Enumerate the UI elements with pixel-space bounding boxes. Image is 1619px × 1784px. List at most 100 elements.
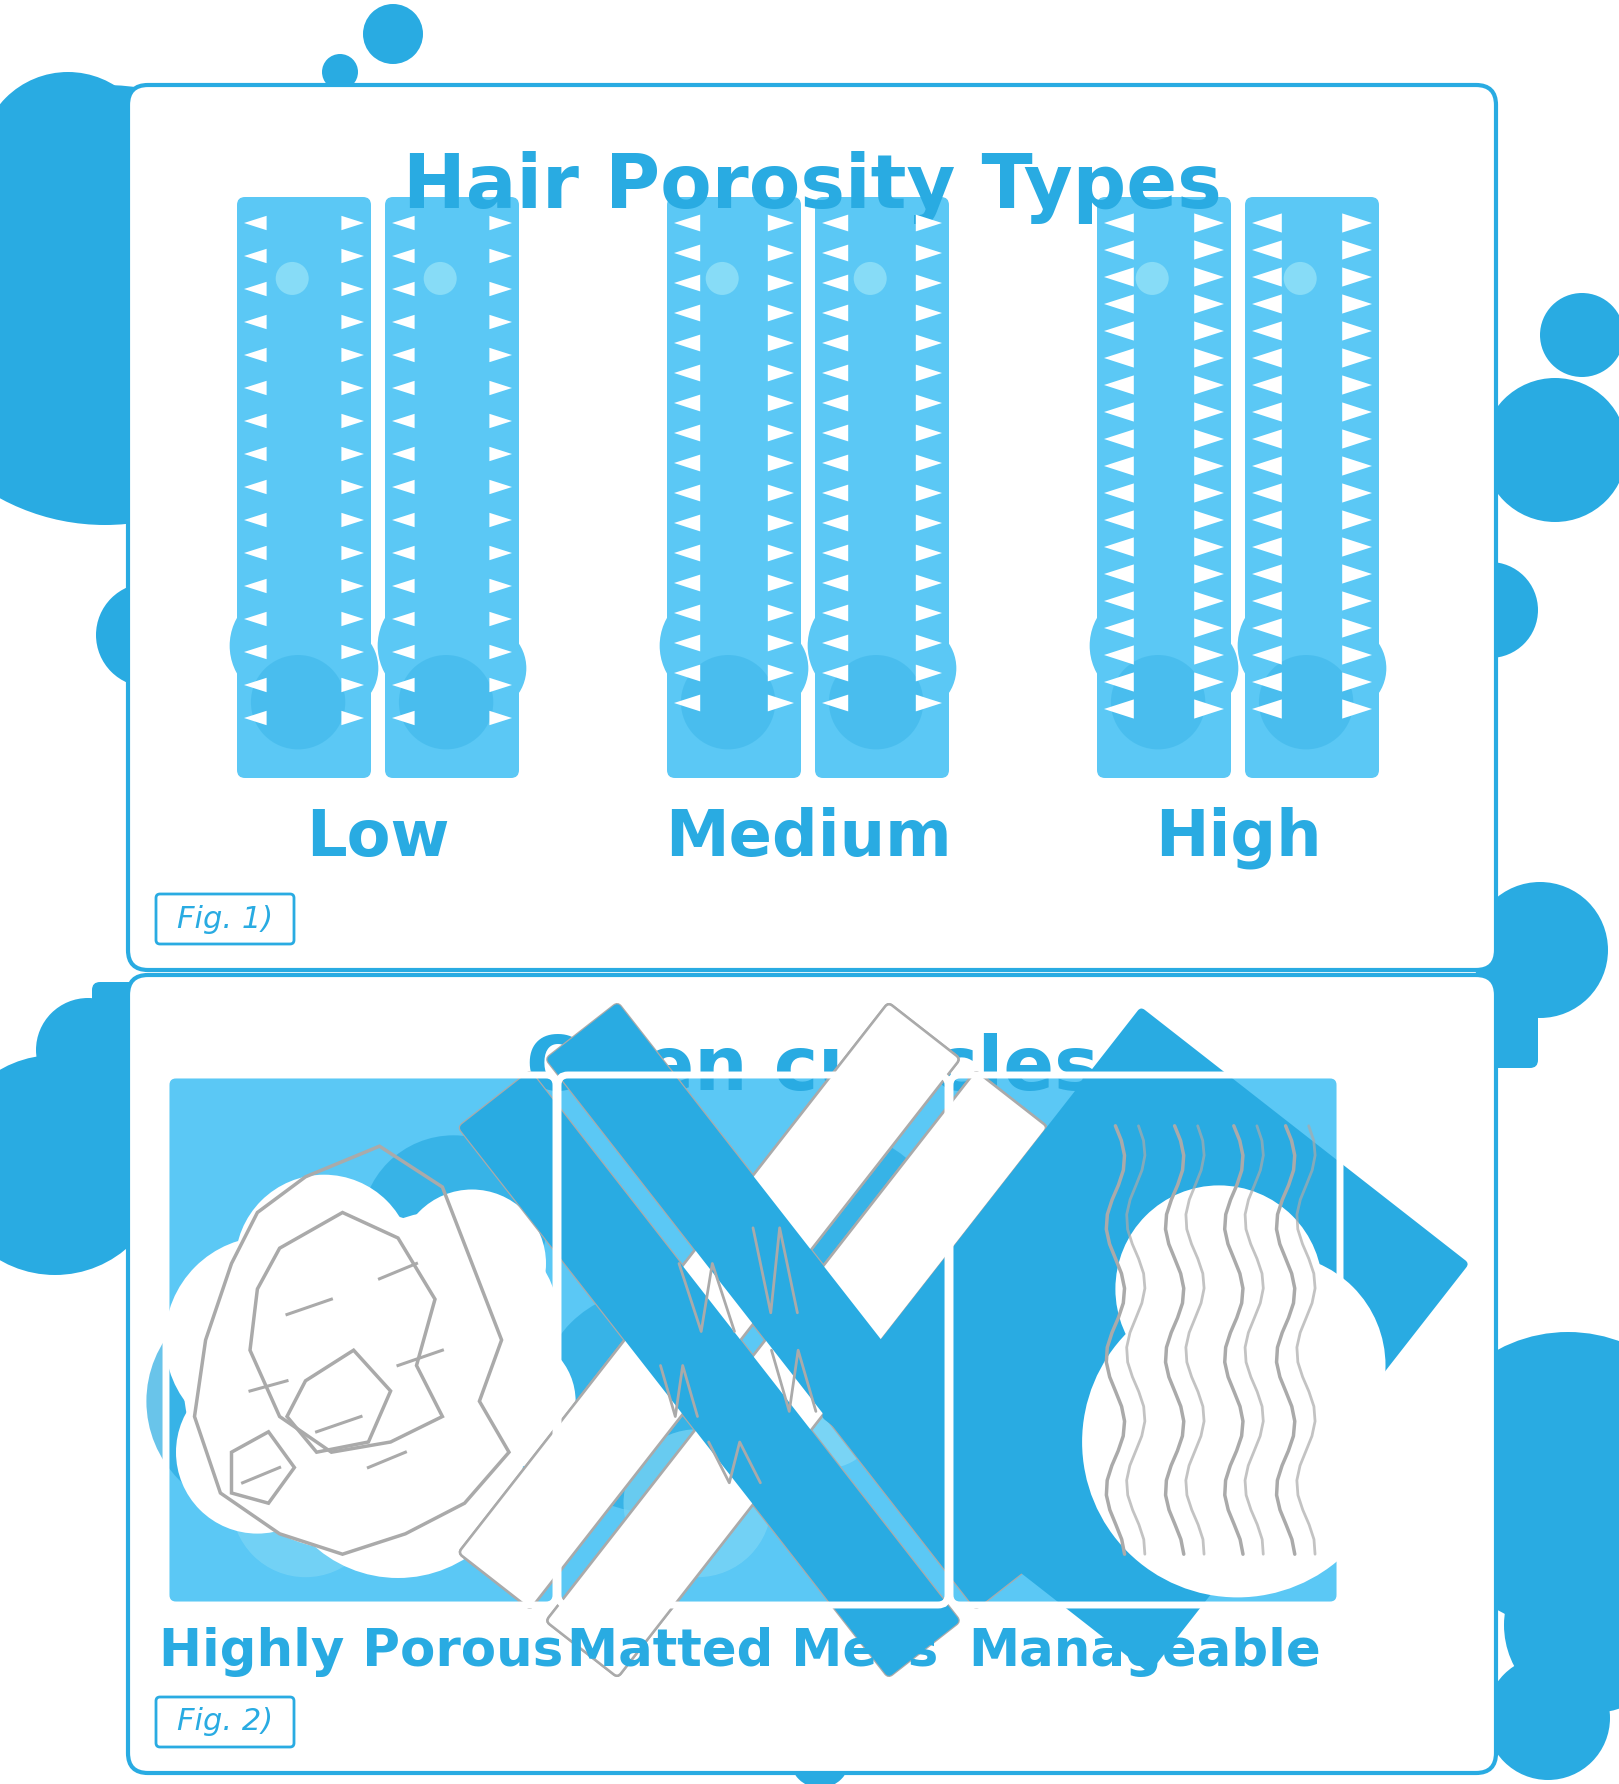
Circle shape (1237, 589, 1350, 703)
FancyBboxPatch shape (167, 1076, 555, 1606)
Circle shape (1420, 1333, 1619, 1629)
Polygon shape (1104, 483, 1133, 503)
Polygon shape (1251, 403, 1282, 421)
Text: Open cuticles: Open cuticles (526, 1033, 1098, 1106)
Circle shape (36, 997, 139, 1103)
Polygon shape (767, 214, 793, 232)
Polygon shape (1195, 214, 1224, 232)
Polygon shape (1195, 348, 1224, 368)
Polygon shape (342, 644, 364, 660)
Polygon shape (342, 348, 364, 362)
Polygon shape (489, 512, 512, 528)
Polygon shape (767, 335, 793, 351)
Polygon shape (916, 244, 942, 262)
FancyBboxPatch shape (547, 1072, 1046, 1675)
Polygon shape (767, 665, 793, 681)
FancyBboxPatch shape (460, 1004, 958, 1607)
Polygon shape (342, 678, 364, 692)
Polygon shape (342, 314, 364, 330)
Circle shape (288, 623, 379, 714)
Polygon shape (1342, 537, 1371, 557)
Polygon shape (916, 455, 942, 471)
Polygon shape (244, 348, 267, 362)
Polygon shape (392, 710, 414, 726)
Polygon shape (1342, 564, 1371, 583)
Polygon shape (1251, 699, 1282, 719)
Polygon shape (392, 678, 414, 692)
Polygon shape (822, 394, 848, 412)
FancyBboxPatch shape (547, 1004, 1046, 1607)
Polygon shape (674, 425, 699, 441)
FancyBboxPatch shape (236, 196, 371, 778)
Polygon shape (767, 694, 793, 712)
Polygon shape (822, 514, 848, 532)
Polygon shape (916, 394, 942, 412)
Circle shape (1284, 262, 1316, 294)
Circle shape (322, 54, 358, 89)
Polygon shape (767, 514, 793, 532)
Polygon shape (1195, 699, 1224, 719)
Polygon shape (1251, 457, 1282, 476)
Circle shape (931, 1290, 1153, 1513)
Polygon shape (822, 305, 848, 321)
Polygon shape (767, 275, 793, 291)
Text: Highly Porous: Highly Porous (159, 1627, 563, 1677)
Polygon shape (767, 574, 793, 592)
Polygon shape (674, 544, 699, 562)
Polygon shape (674, 605, 699, 621)
Circle shape (1164, 1254, 1386, 1477)
Polygon shape (674, 455, 699, 471)
Circle shape (272, 1326, 525, 1579)
Polygon shape (1104, 699, 1133, 719)
Polygon shape (1251, 430, 1282, 448)
Circle shape (437, 623, 526, 714)
Polygon shape (1104, 564, 1133, 583)
Polygon shape (767, 425, 793, 441)
Circle shape (424, 262, 457, 294)
Polygon shape (767, 455, 793, 471)
FancyBboxPatch shape (1245, 196, 1379, 778)
Polygon shape (1195, 646, 1224, 665)
Circle shape (96, 583, 201, 687)
Polygon shape (1342, 348, 1371, 368)
Polygon shape (916, 605, 942, 621)
Polygon shape (1342, 241, 1371, 260)
Polygon shape (674, 394, 699, 412)
Polygon shape (342, 480, 364, 494)
Polygon shape (244, 512, 267, 528)
Polygon shape (674, 665, 699, 681)
Polygon shape (1342, 375, 1371, 394)
Circle shape (1135, 262, 1169, 294)
Polygon shape (822, 455, 848, 471)
FancyBboxPatch shape (1098, 196, 1230, 778)
Polygon shape (822, 275, 848, 291)
Circle shape (275, 262, 309, 294)
Polygon shape (342, 282, 364, 296)
Circle shape (251, 655, 345, 749)
Circle shape (398, 1190, 546, 1338)
Polygon shape (1342, 403, 1371, 421)
Polygon shape (1104, 537, 1133, 557)
Circle shape (719, 623, 808, 714)
Polygon shape (489, 480, 512, 494)
Polygon shape (1104, 592, 1133, 610)
Polygon shape (916, 635, 942, 651)
Circle shape (232, 1429, 379, 1577)
Text: High: High (1154, 806, 1321, 869)
Circle shape (1472, 881, 1608, 1019)
Polygon shape (1195, 241, 1224, 260)
Circle shape (1486, 1656, 1609, 1780)
Polygon shape (489, 446, 512, 462)
FancyBboxPatch shape (547, 1004, 1046, 1607)
Polygon shape (674, 244, 699, 262)
Polygon shape (822, 214, 848, 232)
Polygon shape (1195, 457, 1224, 476)
Circle shape (682, 655, 776, 749)
Polygon shape (392, 248, 414, 264)
Polygon shape (1342, 646, 1371, 665)
Polygon shape (1342, 673, 1371, 692)
Polygon shape (392, 612, 414, 626)
Text: Medium: Medium (665, 806, 952, 869)
Polygon shape (244, 314, 267, 330)
Circle shape (165, 1236, 372, 1443)
